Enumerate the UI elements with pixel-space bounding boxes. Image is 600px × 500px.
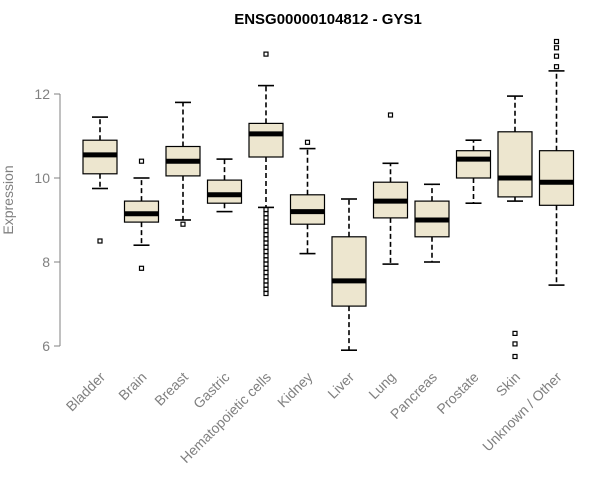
chart-title: ENSG00000104812 - GYS1 xyxy=(234,11,422,28)
outlier-point xyxy=(97,238,103,244)
outlier-point xyxy=(263,219,269,225)
outlier-point xyxy=(263,227,269,234)
outlier-point xyxy=(553,38,560,45)
x-tick-label: Liver xyxy=(324,369,357,402)
x-tick-label: Unknown / Other xyxy=(479,369,565,455)
box-iqr xyxy=(455,150,492,179)
outlier-point xyxy=(263,274,269,280)
x-tick-label: Brain xyxy=(115,369,149,403)
y-tick-label: 8 xyxy=(42,254,50,270)
box-group-skin xyxy=(497,95,533,360)
x-tick-label: Skin xyxy=(493,369,524,400)
box-iqr xyxy=(248,122,284,158)
outlier-point xyxy=(263,223,269,229)
outlier-point xyxy=(263,240,269,246)
box-group-gastric xyxy=(206,158,243,213)
outlier-point xyxy=(263,265,269,271)
outlier-point xyxy=(263,290,269,297)
outlier-point xyxy=(263,215,269,221)
outlier-point xyxy=(263,236,269,242)
y-tick-label: 12 xyxy=(34,86,50,102)
y-axis-label: Expression xyxy=(0,165,16,234)
y-tick-label: 6 xyxy=(42,338,50,354)
outlier-point xyxy=(263,261,269,267)
box-group-breast xyxy=(165,101,201,227)
box-group-unknown-other xyxy=(538,38,575,286)
outlier-point xyxy=(263,269,269,276)
outlier-point xyxy=(512,341,518,347)
box-group-prostate xyxy=(455,139,492,204)
box-group-kidney xyxy=(289,139,326,255)
box-group-liver xyxy=(331,198,367,352)
y-tick-label: 10 xyxy=(34,170,50,186)
outlier-point xyxy=(263,253,269,259)
x-tick-label: Kidney xyxy=(274,369,316,411)
outlier-point xyxy=(263,211,269,217)
box-iqr xyxy=(497,131,533,198)
box-group-pancreas xyxy=(414,183,450,263)
box-iqr xyxy=(331,236,367,307)
x-tick-label: Breast xyxy=(151,369,191,409)
box-group-bladder xyxy=(82,116,118,244)
outlier-point xyxy=(138,265,145,271)
outlier-point xyxy=(263,278,269,284)
outlier-point xyxy=(553,45,560,51)
outlier-point xyxy=(304,139,311,145)
x-tick-label: Bladder xyxy=(63,369,109,415)
outlier-point xyxy=(553,53,560,59)
y-axis: 6 8 10 12 xyxy=(34,86,61,354)
x-tick-label: Lung xyxy=(365,369,398,402)
outlier-point xyxy=(263,257,269,263)
boxes xyxy=(82,38,575,360)
outlier-point xyxy=(263,232,269,238)
box-iqr xyxy=(206,179,243,204)
outlier-point xyxy=(512,353,518,360)
outlier-point xyxy=(553,64,560,70)
outlier-point xyxy=(263,286,269,292)
outlier-point xyxy=(263,51,269,57)
outlier-point xyxy=(138,158,145,164)
box-group-lung xyxy=(372,112,409,265)
outlier-point xyxy=(180,221,186,227)
box-group-brain xyxy=(123,158,160,271)
outlier-point xyxy=(512,330,518,336)
box-group-hematopoietic-cells xyxy=(248,51,284,297)
x-tick-label: Prostate xyxy=(433,369,481,417)
outlier-point xyxy=(263,248,269,255)
outlier-point xyxy=(263,282,269,288)
box-iqr xyxy=(538,150,575,206)
outlier-point xyxy=(263,244,269,250)
outlier-point xyxy=(387,112,394,118)
